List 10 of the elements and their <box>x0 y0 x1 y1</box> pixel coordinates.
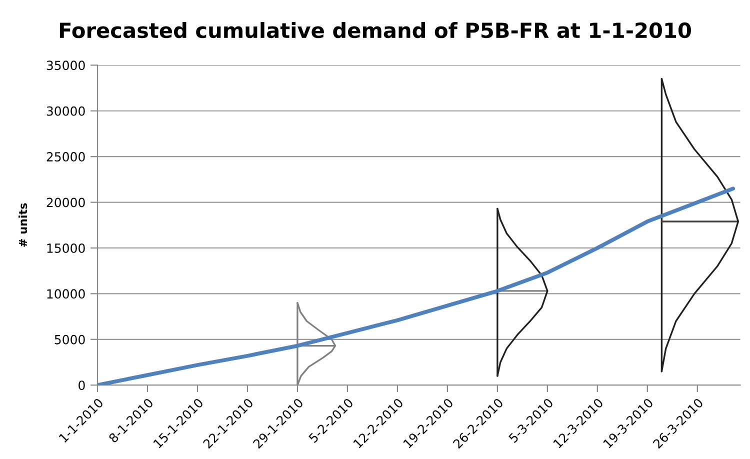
y-tick-label: 30000 <box>46 106 85 116</box>
y-tick-label: 20000 <box>46 198 85 208</box>
chart-title: Forecasted cumulative demand of P5B-FR at 1-1-2010 <box>60 22 691 38</box>
y-tick-label: 25000 <box>46 152 85 162</box>
y-tick-label: 5000 <box>54 334 85 344</box>
y-tick-label: 35000 <box>46 60 85 70</box>
y-tick-label: 10000 <box>47 289 85 299</box>
y-tick-label: 0 <box>78 380 85 390</box>
y-axis-title: # units <box>18 203 28 247</box>
y-tick-label: 15000 <box>47 243 85 253</box>
